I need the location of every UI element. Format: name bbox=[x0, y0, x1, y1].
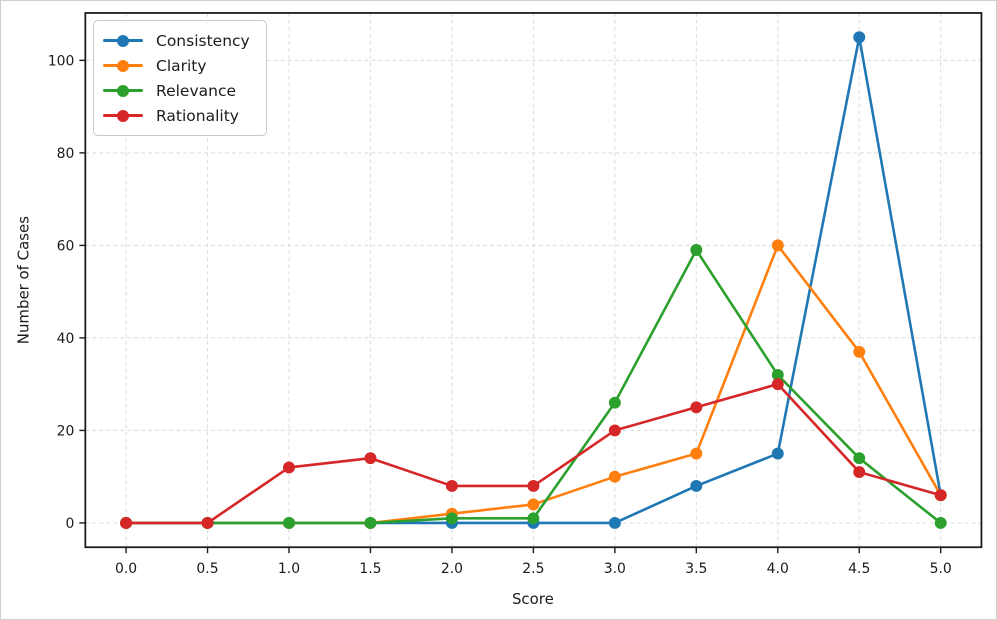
data-point-consistency bbox=[690, 479, 703, 492]
data-point-relevance bbox=[934, 516, 947, 529]
legend-line-marker-icon bbox=[103, 109, 143, 122]
x-tick-label: 3.5 bbox=[685, 561, 707, 577]
data-point-consistency bbox=[608, 516, 621, 529]
data-point-clarity bbox=[771, 239, 784, 252]
data-point-rationality bbox=[527, 479, 540, 492]
legend-label: Clarity bbox=[156, 56, 207, 75]
y-tick-label: 100 bbox=[48, 53, 75, 69]
y-tick-label: 80 bbox=[57, 146, 75, 162]
data-point-clarity bbox=[690, 447, 703, 460]
data-point-clarity bbox=[527, 498, 540, 511]
data-point-rationality bbox=[608, 424, 621, 437]
x-tick-label: 1.0 bbox=[278, 561, 300, 577]
x-tick-label: 2.0 bbox=[441, 561, 463, 577]
x-tick-label: 0.0 bbox=[115, 561, 137, 577]
x-tick-label: 4.0 bbox=[767, 561, 789, 577]
data-point-relevance bbox=[608, 396, 621, 409]
data-point-rationality bbox=[445, 479, 458, 492]
data-point-rationality bbox=[771, 378, 784, 391]
data-point-rationality bbox=[934, 489, 947, 502]
legend-item-relevance: Relevance bbox=[103, 78, 250, 103]
data-point-relevance bbox=[853, 452, 866, 465]
data-point-rationality bbox=[201, 516, 214, 529]
data-point-consistency bbox=[771, 447, 784, 460]
series-layer bbox=[120, 31, 947, 529]
x-tick-label: 1.5 bbox=[359, 561, 381, 577]
x-axis-label: Score bbox=[512, 590, 554, 608]
legend: Consistency Clarity Relevance Rationality bbox=[93, 20, 267, 136]
data-point-clarity bbox=[608, 470, 621, 483]
data-point-relevance bbox=[364, 516, 377, 529]
y-axis-label: Number of Cases bbox=[15, 216, 33, 344]
legend-label: Consistency bbox=[156, 31, 250, 50]
y-tick-label: 40 bbox=[57, 331, 75, 347]
y-tick-label: 60 bbox=[57, 238, 75, 254]
legend-item-consistency: Consistency bbox=[103, 28, 250, 53]
x-tick-label: 4.5 bbox=[848, 561, 870, 577]
legend-label: Relevance bbox=[156, 81, 237, 100]
legend-label: Rationality bbox=[156, 106, 239, 125]
x-tick-label: 0.5 bbox=[196, 561, 218, 577]
data-point-relevance bbox=[690, 244, 703, 257]
legend-line-marker-icon bbox=[103, 59, 143, 72]
data-point-relevance bbox=[445, 512, 458, 525]
legend-line-marker-icon bbox=[103, 34, 143, 47]
y-tick-label: 20 bbox=[57, 423, 75, 439]
x-tick-label: 5.0 bbox=[930, 561, 952, 577]
data-point-rationality bbox=[690, 401, 703, 414]
data-point-rationality bbox=[283, 461, 295, 474]
data-point-rationality bbox=[853, 466, 866, 479]
data-point-rationality bbox=[364, 452, 377, 465]
x-tick-label: 2.5 bbox=[522, 561, 544, 577]
series-rationality bbox=[120, 378, 947, 529]
data-point-relevance bbox=[527, 512, 540, 525]
data-point-relevance bbox=[283, 516, 295, 529]
data-point-consistency bbox=[853, 31, 866, 44]
legend-item-clarity: Clarity bbox=[103, 53, 250, 78]
x-tick-label: 3.0 bbox=[604, 561, 626, 577]
data-point-rationality bbox=[120, 516, 133, 529]
data-point-clarity bbox=[853, 345, 866, 358]
y-tick-label: 0 bbox=[65, 516, 74, 532]
legend-line-marker-icon bbox=[103, 84, 143, 97]
data-point-relevance bbox=[771, 368, 784, 381]
tick-labels: 0.0 0.5 1.0 1.5 2.0 2.5 3.0 3.5 4.0 4.5 5.0 0 20 40 60… bbox=[48, 53, 952, 577]
legend-item-rationality: Rationality bbox=[103, 103, 250, 128]
